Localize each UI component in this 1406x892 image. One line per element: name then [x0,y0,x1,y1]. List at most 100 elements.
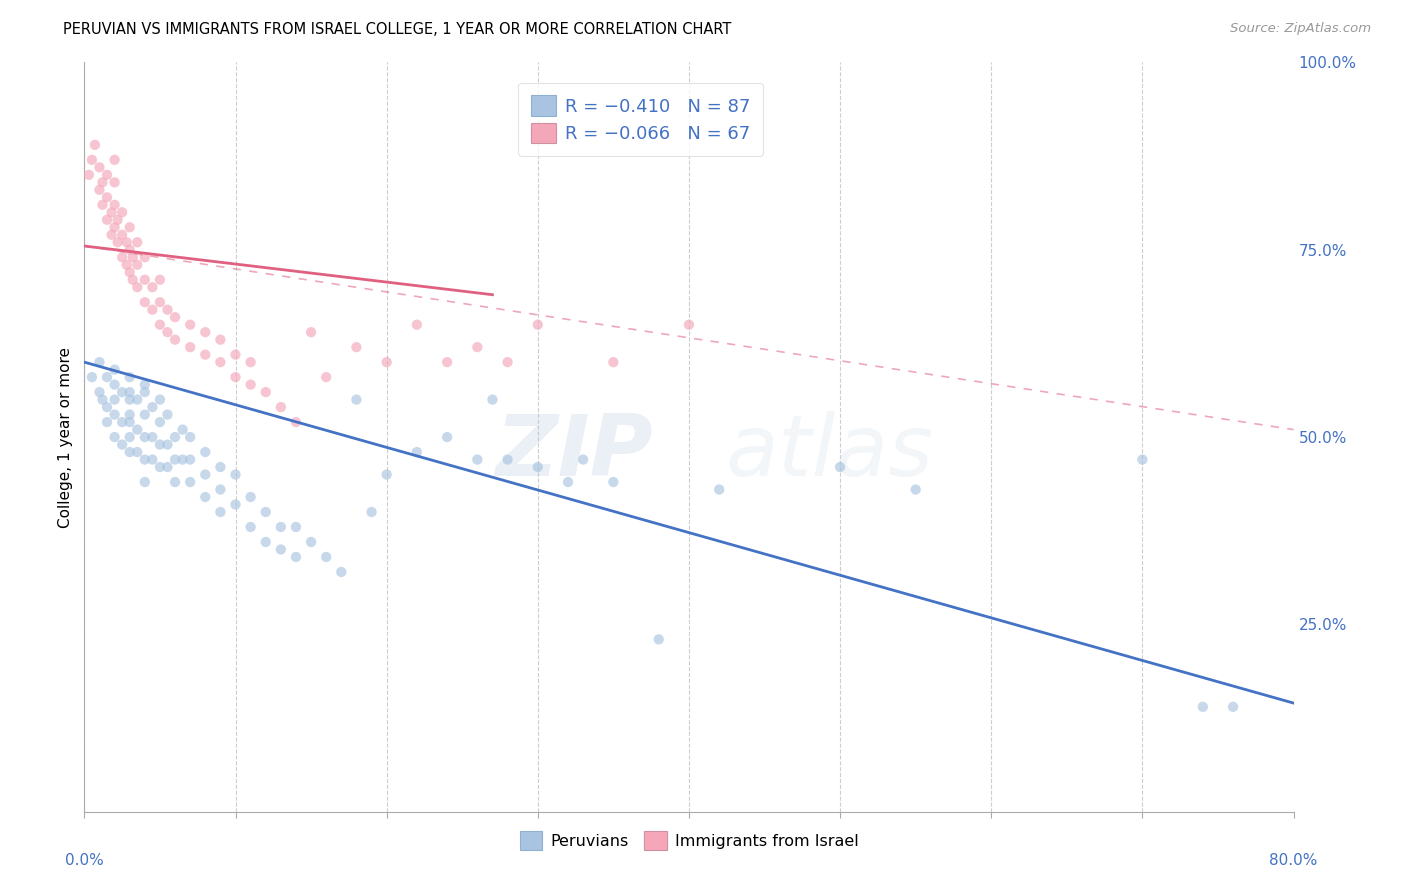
Point [100,205,122,219]
Point [270,520,292,534]
Point [104,430,127,444]
Point [179,452,201,467]
Point [239,520,262,534]
Point [134,452,156,467]
Point [100,227,122,242]
Point [115,235,138,250]
Point [89,183,111,197]
Point [118,265,141,279]
Point [496,355,519,369]
Legend: Peruvians, Immigrants from Israel: Peruvians, Immigrants from Israel [513,825,865,856]
Point [179,430,201,444]
Point [149,437,172,451]
Point [330,565,353,579]
Point [709,483,731,497]
Point [156,408,179,422]
Point [111,385,134,400]
Point [111,227,134,242]
Point [467,340,489,354]
Point [127,280,149,294]
Point [80,370,103,384]
Point [134,430,156,444]
Point [149,415,172,429]
Point [270,400,292,414]
Text: atlas: atlas [725,410,934,493]
Point [127,445,149,459]
Point [96,415,118,429]
Point [149,460,172,475]
Point [149,318,172,332]
Point [89,161,111,175]
Point [118,415,141,429]
Point [194,445,217,459]
Point [141,400,163,414]
Point [115,258,138,272]
Point [254,535,277,549]
Point [165,310,187,325]
Point [156,302,179,317]
Point [134,377,156,392]
Point [118,392,141,407]
Point [89,385,111,400]
Point [602,475,624,489]
Point [285,549,308,564]
Point [285,415,308,429]
Point [436,355,458,369]
Point [239,490,262,504]
Point [89,355,111,369]
Point [496,452,519,467]
Point [84,137,107,152]
Point [270,542,292,557]
Point [96,370,118,384]
Point [481,392,503,407]
Point [149,295,172,310]
Point [104,153,127,167]
Point [118,243,141,257]
Point [111,437,134,451]
Point [375,355,398,369]
Point [165,333,187,347]
Point [904,483,927,497]
Point [156,325,179,339]
Point [134,408,156,422]
Point [121,250,143,264]
Text: 0.0%: 0.0% [65,853,104,868]
Point [141,280,163,294]
Point [179,318,201,332]
Point [299,535,322,549]
Point [107,235,129,250]
Point [104,198,127,212]
Point [149,392,172,407]
Point [141,302,163,317]
Point [194,467,217,482]
Point [467,452,489,467]
Point [602,355,624,369]
Point [91,198,114,212]
Point [96,400,118,414]
Point [346,340,368,354]
Point [209,483,232,497]
Point [406,445,429,459]
Point [118,430,141,444]
Point [225,348,247,362]
Point [96,212,118,227]
Point [179,475,201,489]
Point [96,168,118,182]
Point [107,212,129,227]
Point [239,377,262,392]
Point [104,175,127,189]
Point [194,348,217,362]
Point [127,258,149,272]
Point [156,437,179,451]
Text: 80.0%: 80.0% [1270,853,1317,868]
Point [134,273,156,287]
Point [527,318,550,332]
Point [149,273,172,287]
Point [1130,452,1153,467]
Point [254,385,277,400]
Point [134,385,156,400]
Point [77,168,100,182]
Point [346,392,368,407]
Point [121,273,143,287]
Point [127,235,149,250]
